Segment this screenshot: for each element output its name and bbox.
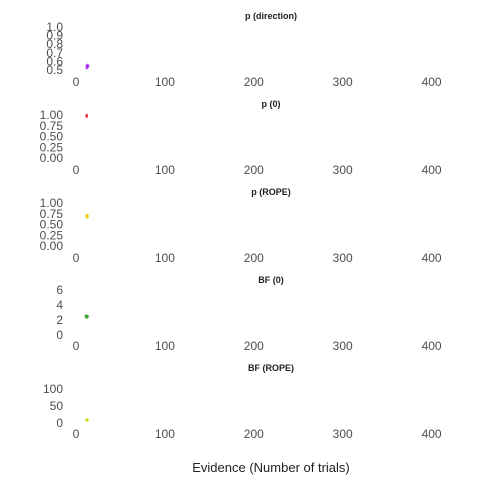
x-tick-label: 300: [333, 251, 353, 265]
data-point: [86, 214, 89, 217]
panel-title: p (ROPE): [251, 187, 291, 197]
data-point: [86, 418, 89, 421]
data-point: [84, 315, 88, 318]
x-axis-title: Evidence (Number of trials): [192, 460, 350, 475]
x-tick-label: 400: [422, 75, 442, 89]
panel-title: BF (0): [258, 275, 284, 285]
x-tick-label: 400: [422, 339, 442, 353]
x-tick-labels: 0 100 200 300 400: [73, 163, 442, 177]
x-tick-label: 100: [155, 339, 175, 353]
data-points: [85, 418, 89, 422]
y-tick-labels: 1.000.750.500.250.00: [40, 196, 64, 253]
x-tick-label: 200: [244, 163, 264, 177]
x-tick-label: 400: [422, 427, 442, 441]
x-tick-label: 400: [422, 251, 442, 265]
y-tick-label: 0.8: [46, 37, 63, 51]
x-tick-label: 0: [73, 251, 80, 265]
x-tick-labels: 0 100 200 300 400: [73, 75, 442, 89]
x-tick-label: 0: [73, 163, 80, 177]
y-tick-label: 1.00: [40, 196, 64, 210]
panel-title: p (direction): [245, 11, 297, 21]
panel-p-direction: p (direction) 1.00.90.80.70.60.5 0 100 200…: [46, 11, 442, 89]
x-tick-label: 0: [73, 339, 80, 353]
data-point: [85, 216, 88, 219]
data-point: [85, 115, 88, 118]
x-tick-label: 100: [155, 427, 175, 441]
data-point: [85, 67, 88, 70]
y-tick-label: 0: [56, 416, 63, 430]
data-point: [86, 63, 89, 66]
x-tick-labels: 0 100 200 300 400: [73, 427, 442, 441]
data-points: [85, 113, 88, 118]
y-tick-label: 0.7: [46, 46, 63, 60]
x-tick-label: 200: [244, 251, 264, 265]
y-tick-label: 0.50: [40, 218, 64, 232]
y-tick-label: 50: [50, 399, 64, 413]
y-tick-labels: 1.000.750.500.250.00: [40, 108, 64, 165]
data-point: [86, 314, 89, 318]
x-tick-label: 300: [333, 163, 353, 177]
y-tick-label: 1.00: [40, 108, 64, 122]
y-tick-label: 0.75: [40, 207, 64, 221]
x-tick-label: 100: [155, 251, 175, 265]
y-tick-labels: 1.00.90.80.70.60.5: [46, 20, 63, 77]
y-tick-label: 0: [56, 328, 63, 342]
y-tick-label: 2: [56, 313, 63, 327]
x-tick-label: 400: [422, 163, 442, 177]
x-tick-label: 100: [155, 163, 175, 177]
x-tick-label: 100: [155, 75, 175, 89]
y-tick-label: 0.6: [46, 54, 63, 68]
panel-bf-rope: BF (ROPE) 100 50 0 0 100 200 300 400: [43, 363, 442, 441]
panel-title: BF (ROPE): [248, 363, 294, 373]
y-tick-label: 0.00: [40, 151, 64, 165]
y-tick-label: 1.0: [46, 20, 63, 34]
y-tick-label: 100: [43, 382, 63, 396]
x-tick-label: 0: [73, 75, 80, 89]
y-tick-label: 0.5: [46, 63, 63, 77]
panel-p-rope: p (ROPE) 1.000.750.500.250.00 0 100 200 300…: [40, 187, 442, 265]
x-tick-label: 300: [333, 75, 353, 89]
x-tick-labels: 0 100 200 300 400: [73, 339, 442, 353]
x-tick-label: 300: [333, 427, 353, 441]
x-tick-label: 300: [333, 339, 353, 353]
y-tick-labels: 100 50 0: [43, 382, 63, 430]
panel-p-0: p (0) 1.000.750.500.250.00 0 100 200 300 400: [40, 99, 442, 177]
y-tick-label: 0.25: [40, 140, 64, 154]
data-points: [85, 63, 90, 70]
y-tick-label: 6: [56, 283, 63, 297]
x-tick-label: 0: [73, 427, 80, 441]
y-tick-label: 0.75: [40, 119, 64, 133]
x-tick-label: 200: [244, 339, 264, 353]
y-tick-label: 0.9: [46, 29, 63, 43]
data-points: [85, 213, 89, 219]
y-tick-label: 0.25: [40, 228, 64, 242]
y-tick-label: 4: [56, 298, 63, 312]
data-points: [84, 314, 89, 319]
x-tick-label: 200: [244, 427, 264, 441]
y-tick-label: 0.50: [40, 130, 64, 144]
x-tick-labels: 0 100 200 300 400: [73, 251, 442, 265]
y-tick-label: 0.00: [40, 239, 64, 253]
panel-title: p (0): [262, 99, 281, 109]
x-tick-label: 200: [244, 75, 264, 89]
